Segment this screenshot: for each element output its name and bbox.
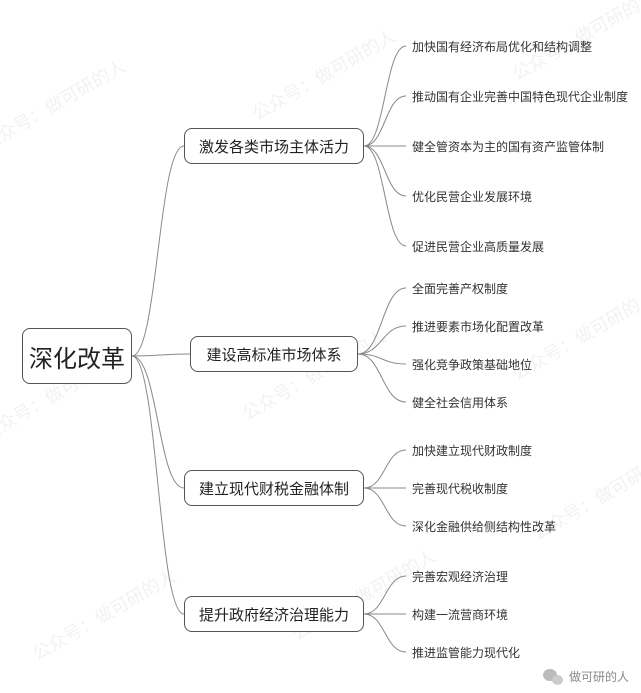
leaf-label: 构建一流营商环境 xyxy=(412,608,508,622)
branch-node-b4: 提升政府经济治理能力 xyxy=(184,596,364,632)
leaf-item: 构建一流营商环境 xyxy=(412,606,508,623)
leaf-item: 优化民营企业发展环境 xyxy=(412,188,532,205)
leaf-item: 深化金融供给侧结构性改革 xyxy=(412,518,556,535)
leaf-label: 强化竞争政策基础地位 xyxy=(412,358,532,372)
footer-text: 做可研的人 xyxy=(569,668,629,685)
leaf-item: 推进要素市场化配置改革 xyxy=(412,318,544,335)
leaf-item: 健全社会信用体系 xyxy=(412,394,508,411)
wechat-icon xyxy=(543,669,563,685)
leaf-label: 推动国有企业完善中国特色现代企业制度 xyxy=(412,90,628,104)
leaf-item: 推进监管能力现代化 xyxy=(412,644,520,661)
branch-label: 建立现代财税金融体制 xyxy=(199,478,349,499)
leaf-label: 完善现代税收制度 xyxy=(412,482,508,496)
leaf-label: 推进监管能力现代化 xyxy=(412,646,520,660)
leaf-label: 完善宏观经济治理 xyxy=(412,570,508,584)
leaf-item: 加快建立现代财政制度 xyxy=(412,442,532,459)
leaf-label: 加快国有经济布局优化和结构调整 xyxy=(412,40,592,54)
branch-label: 激发各类市场主体活力 xyxy=(199,136,349,157)
leaf-label: 优化民营企业发展环境 xyxy=(412,190,532,204)
leaf-item: 完善现代税收制度 xyxy=(412,480,508,497)
root-node: 深化改革 xyxy=(22,328,132,384)
leaf-item: 完善宏观经济治理 xyxy=(412,568,508,585)
footer: 做可研的人 xyxy=(543,668,629,685)
leaf-item: 强化竞争政策基础地位 xyxy=(412,356,532,373)
leaf-label: 加快建立现代财政制度 xyxy=(412,444,532,458)
leaf-label: 深化金融供给侧结构性改革 xyxy=(412,520,556,534)
leaf-item: 促进民营企业高质量发展 xyxy=(412,238,544,255)
leaf-item: 加快国有经济布局优化和结构调整 xyxy=(412,38,592,55)
branch-node-b1: 激发各类市场主体活力 xyxy=(184,128,364,164)
leaf-label: 促进民营企业高质量发展 xyxy=(412,240,544,254)
leaf-item: 推动国有企业完善中国特色现代企业制度 xyxy=(412,88,628,105)
root-label: 深化改革 xyxy=(29,339,125,374)
leaf-label: 全面完善产权制度 xyxy=(412,282,508,296)
leaf-label: 健全管资本为主的国有资产监管体制 xyxy=(412,140,604,154)
leaf-label: 推进要素市场化配置改革 xyxy=(412,320,544,334)
branch-label: 建设高标准市场体系 xyxy=(206,344,341,365)
branch-node-b3: 建立现代财税金融体制 xyxy=(184,470,364,506)
branch-label: 提升政府经济治理能力 xyxy=(199,604,349,625)
branch-node-b2: 建设高标准市场体系 xyxy=(190,336,358,372)
leaf-label: 健全社会信用体系 xyxy=(412,396,508,410)
leaf-item: 全面完善产权制度 xyxy=(412,280,508,297)
leaf-item: 健全管资本为主的国有资产监管体制 xyxy=(412,138,604,155)
